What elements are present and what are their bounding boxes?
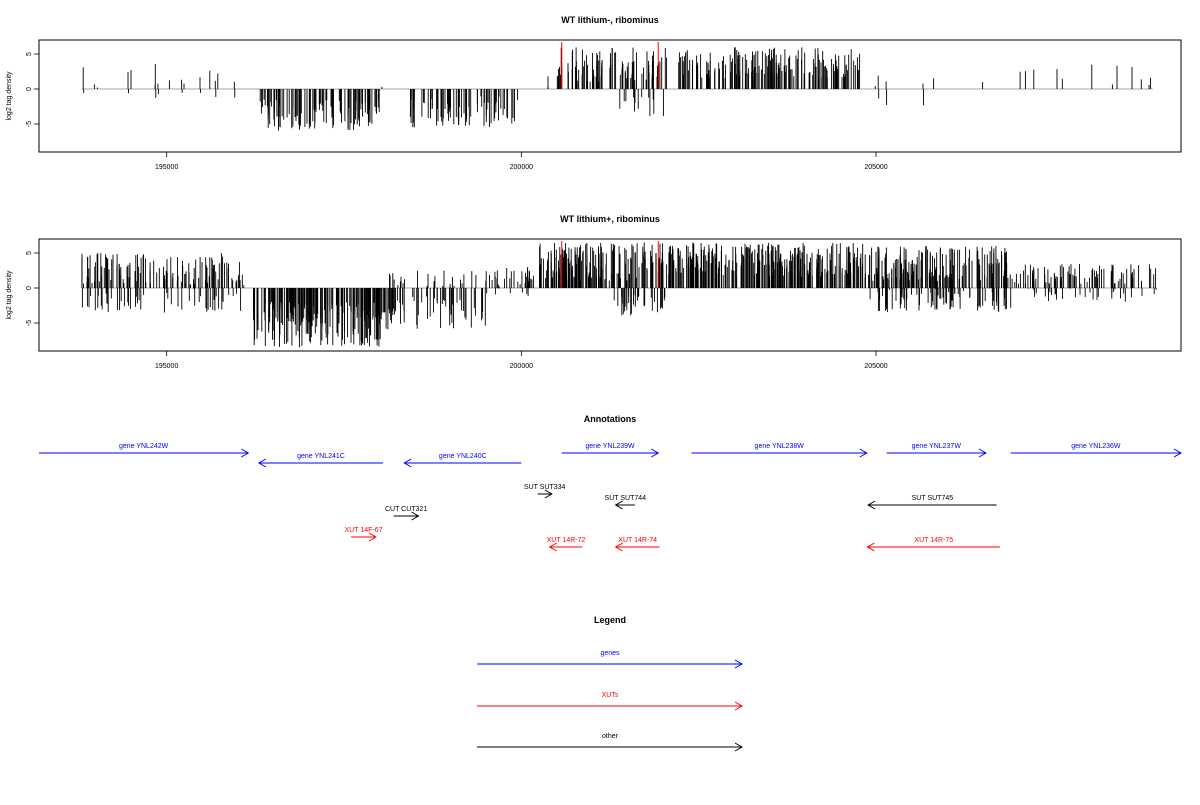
feature-arrow: XUT 14R-75 — [866, 537, 1001, 552]
annotations-title: Annotations — [584, 414, 637, 424]
feature-arrow: SUT SUT744 — [605, 495, 647, 510]
y-tick-label: -5 — [26, 121, 33, 127]
feature-arrow: gene YNL238W — [691, 443, 868, 458]
arrow-head — [866, 542, 875, 552]
feature-arrow: gene YNL242W — [39, 443, 250, 458]
feature-label: gene YNL241C — [297, 453, 345, 460]
feature-label: CUT CUT321 — [385, 506, 427, 513]
legend-entries: genes XUTs other — [477, 650, 744, 752]
legend-entry: XUTs — [477, 692, 744, 711]
feature-label: XUT 14R-74 — [618, 537, 657, 544]
feature-arrow: gene YNL241C — [257, 453, 384, 468]
arrow-head — [859, 448, 868, 458]
track-panel-lithium-minus: WT lithium-, ribominus log2 tag density … — [6, 15, 1182, 171]
x-tick-label: 200000 — [510, 164, 533, 171]
legend-label: other — [602, 733, 619, 740]
arrow-head — [734, 659, 744, 669]
arrow-head — [614, 500, 623, 510]
feature-arrow: SUT SUT334 — [524, 484, 566, 499]
arrow-head — [734, 701, 744, 711]
feature-label: gene YNL239W — [585, 443, 635, 450]
y-tick-label: 5 — [26, 251, 33, 255]
legend-entry: other — [477, 733, 744, 752]
feature-arrow: gene YNL236W — [1010, 443, 1183, 458]
x-tick-label: 195000 — [155, 363, 178, 370]
arrow-head — [368, 532, 377, 542]
axis-ticks: -5 0 5 195000 200000 205000 — [26, 251, 888, 370]
feature-arrows: gene YNL242W gene YNL241C gene YNL240C gene… — [39, 443, 1183, 552]
density-bars — [81, 42, 1153, 131]
feature-label: gene YNL240C — [439, 453, 487, 460]
legend-label: XUTs — [602, 692, 619, 699]
x-tick-label: 200000 — [510, 363, 533, 370]
axis-ticks: -5 0 5 195000 200000 205000 — [26, 52, 888, 171]
arrow-head — [734, 742, 744, 752]
arrow-head — [257, 458, 267, 468]
legend-entry: genes — [477, 650, 744, 669]
feature-arrow: CUT CUT321 — [385, 506, 427, 521]
arrow-head — [867, 500, 876, 510]
arrow-head — [544, 489, 553, 499]
feature-label: SUT SUT744 — [605, 495, 647, 502]
x-tick-label: 195000 — [155, 164, 178, 171]
y-tick-label: 5 — [26, 52, 33, 56]
feature-label: SUT SUT745 — [912, 495, 954, 502]
feature-label: XUT 14R-75 — [914, 537, 953, 544]
y-axis-label: log2 tag density — [6, 270, 13, 320]
legend-label: genes — [600, 650, 620, 657]
feature-label: gene YNL237W — [912, 443, 962, 450]
legend-panel: Legend genes XUTs other — [477, 615, 744, 752]
x-tick-label: 205000 — [864, 164, 887, 171]
feature-arrow: XUT 14R-74 — [614, 537, 660, 552]
y-tick-label: 0 — [26, 87, 33, 91]
feature-label: XUT 14F-67 — [345, 527, 383, 534]
arrow-head — [241, 448, 250, 458]
arrow-head — [548, 542, 557, 552]
y-tick-label: 0 — [26, 286, 33, 290]
feature-label: XUT 14R-72 — [547, 537, 586, 544]
y-tick-label: -5 — [26, 320, 33, 326]
feature-label: gene YNL236W — [1071, 443, 1121, 450]
feature-label: gene YNL238W — [755, 443, 805, 450]
feature-arrow: XUT 14R-72 — [547, 537, 586, 552]
panel-title: WT lithium+, ribominus — [560, 214, 660, 224]
plot-frame — [38, 39, 1182, 153]
feature-arrow: gene YNL239W — [561, 443, 660, 458]
feature-arrow: gene YNL240C — [403, 453, 522, 468]
arrow-head — [614, 542, 623, 552]
arrow-head — [411, 511, 420, 521]
plot-frame — [38, 238, 1182, 352]
legend-title: Legend — [594, 615, 626, 625]
track-panel-lithium-plus: WT lithium+, ribominus log2 tag density … — [6, 214, 1182, 370]
feature-arrow: XUT 14F-67 — [345, 527, 383, 542]
feature-arrow: SUT SUT745 — [867, 495, 997, 510]
arrow-head — [1173, 448, 1183, 458]
feature-label: gene YNL242W — [119, 443, 169, 450]
feature-arrow: gene YNL237W — [886, 443, 987, 458]
feature-label: SUT SUT334 — [524, 484, 566, 491]
y-axis-label: log2 tag density — [6, 71, 13, 121]
arrow-head — [650, 448, 660, 458]
x-tick-label: 205000 — [864, 363, 887, 370]
panel-title: WT lithium-, ribominus — [561, 15, 659, 25]
density-bars — [81, 241, 1157, 348]
arrow-head — [403, 458, 412, 468]
arrow-head — [978, 448, 987, 458]
